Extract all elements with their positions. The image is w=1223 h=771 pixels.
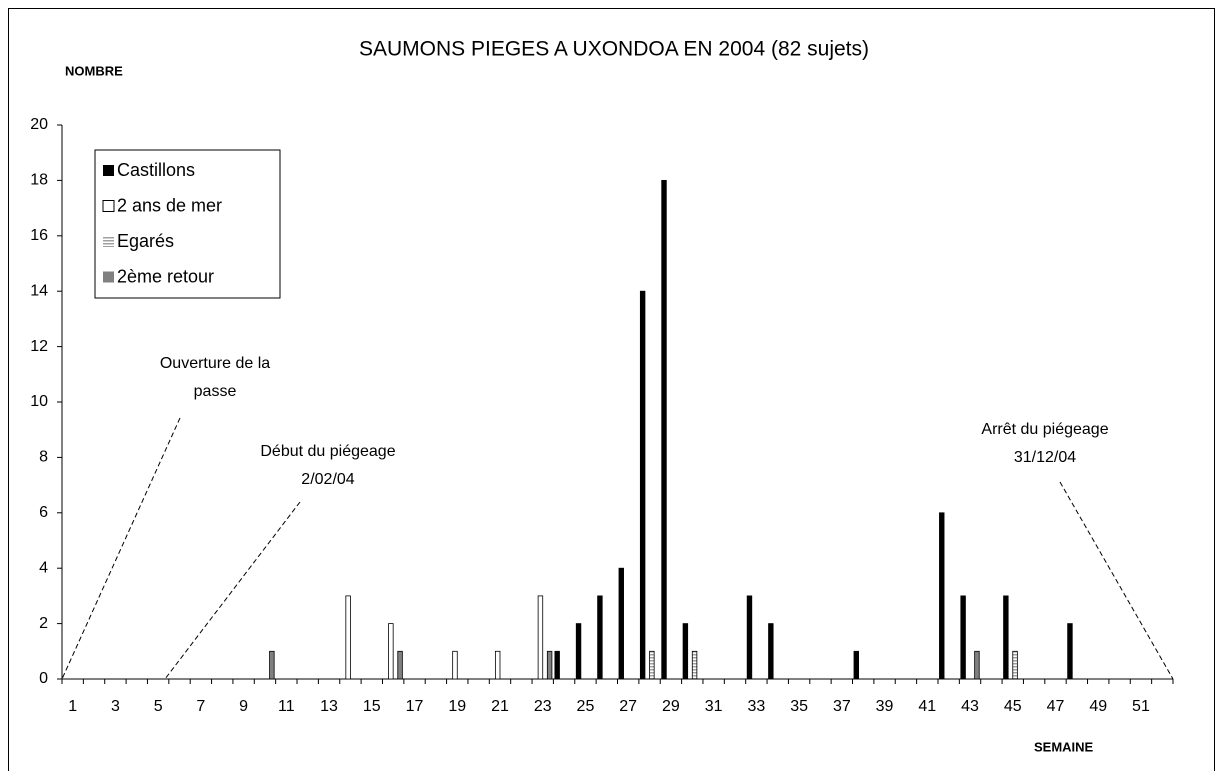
x-tick-label: 25 bbox=[577, 698, 595, 715]
x-tick-label: 37 bbox=[833, 698, 851, 715]
bar bbox=[575, 623, 582, 680]
x-tick-label: 49 bbox=[1089, 698, 1107, 715]
bar bbox=[397, 650, 403, 680]
y-tick-label: 2 bbox=[39, 615, 48, 632]
legend-label: Castillons bbox=[117, 160, 195, 180]
legend-swatch bbox=[102, 200, 115, 212]
bar bbox=[639, 290, 646, 680]
x-tick-label: 51 bbox=[1132, 698, 1150, 715]
bar bbox=[537, 595, 544, 680]
annotation: Début du piégeage bbox=[260, 443, 395, 460]
bar bbox=[1012, 650, 1018, 680]
x-tick-label: 29 bbox=[662, 698, 680, 715]
y-axis-label: NOMBRE bbox=[65, 63, 123, 78]
annotation: Arrêt du piégeage bbox=[981, 421, 1108, 438]
legend-swatch bbox=[103, 165, 114, 176]
x-tick-label: 15 bbox=[363, 698, 381, 715]
bar bbox=[682, 623, 689, 680]
y-tick-label: 20 bbox=[30, 116, 48, 133]
bar bbox=[597, 595, 603, 680]
legend-label: 2ème retour bbox=[117, 266, 214, 286]
legend-label: Egarés bbox=[117, 231, 174, 251]
y-tick-label: 4 bbox=[39, 559, 48, 576]
legend: Castillons 2 ans de mer Egarés 2ème retour bbox=[94, 149, 281, 299]
bar bbox=[345, 595, 351, 680]
x-tick-label: 3 bbox=[111, 698, 120, 715]
x-tick-label: 47 bbox=[1047, 698, 1065, 715]
bar bbox=[768, 623, 774, 680]
annotation-line bbox=[1059, 481, 1174, 680]
legend-swatch bbox=[103, 236, 114, 247]
bar bbox=[853, 650, 860, 680]
bar bbox=[746, 595, 753, 680]
bar bbox=[1003, 595, 1009, 680]
chart-title: SAUMONS PIEGES A UXONDOA EN 2004 (82 suj… bbox=[359, 38, 869, 61]
bar bbox=[269, 650, 275, 680]
bar bbox=[661, 179, 667, 680]
x-tick-label: 21 bbox=[491, 698, 509, 715]
bar bbox=[939, 512, 945, 680]
bar bbox=[649, 650, 655, 680]
annotation-line bbox=[164, 501, 301, 680]
y-tick-label: 8 bbox=[39, 449, 48, 466]
annotation-line bbox=[61, 417, 181, 680]
bar bbox=[494, 650, 501, 680]
bar bbox=[618, 567, 624, 680]
annotation: 31/12/04 bbox=[1014, 449, 1076, 466]
x-tick-label: 33 bbox=[747, 698, 765, 715]
x-tick-label: 35 bbox=[790, 698, 808, 715]
legend-box bbox=[94, 149, 281, 299]
bar bbox=[974, 650, 980, 680]
x-tick-label: 23 bbox=[534, 698, 552, 715]
bar bbox=[452, 650, 458, 680]
x-tick-label: 11 bbox=[278, 698, 295, 715]
chart-frame bbox=[8, 8, 1215, 771]
y-tick-label: 0 bbox=[39, 670, 48, 687]
y-tick-label: 18 bbox=[30, 172, 48, 189]
bar bbox=[691, 650, 698, 680]
x-tick-label: 45 bbox=[1004, 698, 1022, 715]
y-tick-label: 10 bbox=[30, 393, 48, 410]
bar bbox=[1067, 623, 1073, 680]
x-tick-label: 9 bbox=[239, 698, 248, 715]
x-tick-label: 27 bbox=[619, 698, 637, 715]
x-tick-label: 19 bbox=[448, 698, 466, 715]
x-tick-label: 7 bbox=[196, 698, 205, 715]
x-tick-label: 13 bbox=[320, 698, 338, 715]
x-tick-label: 17 bbox=[406, 698, 424, 715]
annotation: 2/02/04 bbox=[301, 471, 354, 488]
x-tick-label: 1 bbox=[68, 698, 77, 715]
bar bbox=[546, 650, 553, 680]
bar bbox=[388, 623, 394, 680]
y-tick-label: 6 bbox=[39, 504, 48, 521]
x-axis-label: SEMAINE bbox=[1034, 739, 1094, 754]
y-tick-label: 12 bbox=[30, 338, 48, 355]
x-tick-label: 39 bbox=[876, 698, 894, 715]
annotation: passe bbox=[194, 383, 237, 400]
y-tick-label: 14 bbox=[30, 282, 48, 299]
x-tick-label: 43 bbox=[961, 698, 979, 715]
legend-label: 2 ans de mer bbox=[117, 195, 222, 215]
legend-swatch bbox=[103, 271, 114, 283]
x-tick-label: 31 bbox=[705, 698, 723, 715]
annotation: Ouverture de la bbox=[160, 355, 270, 372]
y-tick-label: 16 bbox=[30, 227, 48, 244]
x-tick-label: 5 bbox=[154, 698, 163, 715]
bar bbox=[960, 595, 966, 680]
bar bbox=[554, 650, 560, 680]
x-tick-label: 41 bbox=[918, 698, 936, 715]
